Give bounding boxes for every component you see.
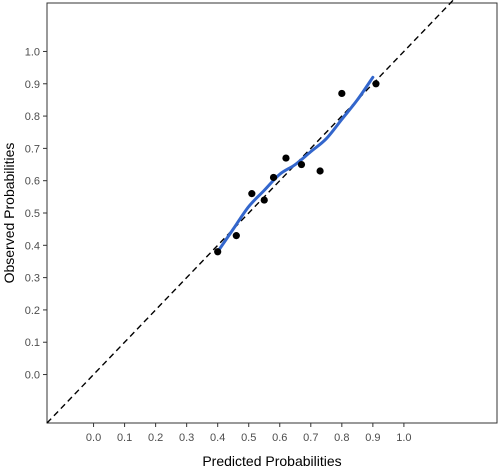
y-tick-label: 0.5	[25, 208, 40, 220]
y-tick-label: 0.0	[25, 370, 40, 382]
data-point-8	[316, 167, 324, 175]
y-tick-label: 0.9	[25, 79, 40, 91]
y-tick-label: 0.6	[25, 176, 40, 188]
y-ticks: 0.0 0.1 0.2 0.3 0.4 0.5 0.6 0.7 0.8 0.9 1.0	[25, 46, 47, 382]
y-tick-label: 0.4	[25, 240, 40, 252]
data-point-5	[269, 173, 278, 182]
x-tick-label: 0.2	[148, 432, 163, 444]
reference-line-layer	[46, 0, 455, 424]
data-point-4	[260, 196, 268, 204]
x-tick-label: 0.8	[334, 432, 349, 444]
x-tick-label: 0.4	[210, 432, 225, 444]
points-layer	[214, 80, 380, 256]
x-ticks: 0.0 0.1 0.2 0.3 0.4 0.5 0.6 0.7 0.8 0.9 1.0	[86, 423, 412, 444]
x-tick-label: 0.6	[272, 432, 287, 444]
x-tick-label: 0.0	[86, 432, 101, 444]
x-tick-label: 0.1	[117, 432, 132, 444]
y-tick-label: 0.3	[25, 273, 40, 285]
data-point-1	[214, 248, 222, 256]
x-tick-label: 0.5	[241, 432, 256, 444]
y-tick-label: 0.7	[25, 143, 40, 155]
data-point-9	[338, 89, 346, 98]
x-tick-label: 0.9	[365, 432, 380, 444]
y-tick-label: 0.2	[25, 305, 40, 317]
data-point-3	[248, 190, 256, 198]
data-point-10	[372, 80, 380, 88]
y-axis-title: Observed Probabilities	[1, 143, 17, 284]
smooth-curve	[216, 75, 375, 254]
data-point-7	[297, 160, 306, 169]
x-tick-label: 0.7	[303, 432, 318, 444]
data-point-6	[282, 154, 290, 162]
reference-line	[46, 0, 455, 424]
smooth-curve-layer	[216, 75, 375, 254]
data-point-2	[232, 232, 240, 240]
y-tick-label: 0.1	[25, 337, 40, 349]
plot-panel	[46, 2, 498, 424]
x-tick-label: 0.3	[179, 432, 194, 444]
y-tick-label: 0.8	[25, 111, 40, 123]
x-axis-title: Predicted Probabilities	[202, 453, 341, 469]
x-tick-label: 1.0	[396, 432, 411, 444]
y-tick-label: 1.0	[25, 46, 40, 58]
